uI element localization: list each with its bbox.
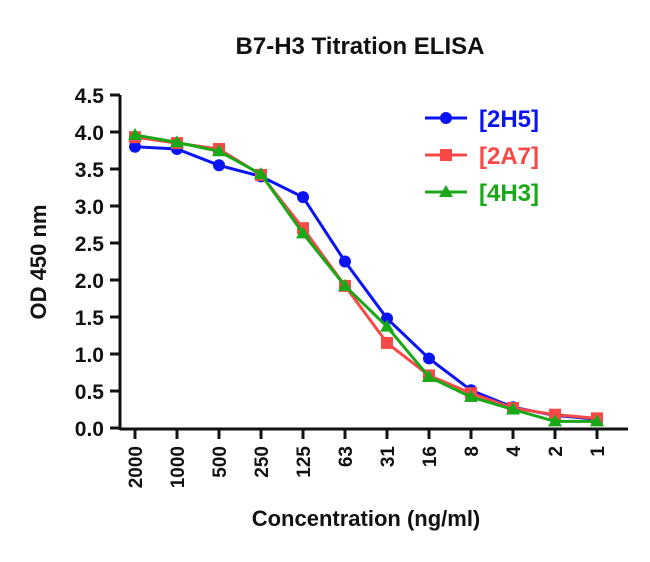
x-tick-label: 2 [546,446,567,457]
data-point [506,402,520,415]
x-tick-label: 8 [462,446,483,457]
y-tick-label: 4.0 [75,122,104,145]
x-tick-label: 1000 [168,446,189,488]
y-tick-label: 3.0 [75,196,104,219]
data-point [381,336,393,349]
y-tick-label: 0.0 [75,418,104,441]
legend-item: [4H3] [425,180,539,207]
legend-marker [440,149,452,161]
data-point [548,414,562,427]
data-point [423,352,435,365]
data-point [338,278,352,291]
x-tick-label: 31 [378,446,399,468]
chart-title: B7-H3 Titration ELISA [236,33,485,60]
x-tick-label: 16 [420,446,441,467]
legend-marker [439,185,453,197]
y-tick-label: 2.5 [75,233,105,256]
legend-label: [2H5] [479,106,539,133]
x-tick-label: 500 [210,446,231,478]
y-tick-label: 1.5 [75,307,105,330]
data-point [129,140,141,153]
x-tick-label: 250 [252,446,273,478]
legend-item: [2A7] [425,143,539,170]
series-4H3 [128,127,604,427]
data-point [170,135,184,148]
data-point [213,159,225,172]
x-tick-label: 125 [294,446,315,478]
x-tick-label: 63 [336,446,357,467]
legend-marker [440,112,452,124]
data-point [380,319,394,332]
data-point [212,144,226,157]
series-group [128,127,604,427]
data-point [422,369,436,382]
data-point [381,312,393,325]
x-tick-label: 2000 [126,446,147,488]
legend-label: [2A7] [479,143,539,170]
x-tick-label: 4 [504,446,525,457]
legend: [2H5] [2A7] [4H3] [425,106,539,207]
series-line [134,135,598,420]
y-tick-label: 3.5 [75,159,105,182]
y-tick-label: 1.0 [75,344,104,367]
legend-item: [2H5] [425,106,539,133]
data-point [254,167,268,180]
series-2A7 [129,131,603,425]
y-tick-label: 2.0 [75,270,104,293]
data-point [296,226,310,239]
y-axis-label: OD 450 nm [26,205,51,320]
data-point [297,191,309,204]
data-point [590,414,604,427]
axes: 0.0 0.5 1.0 1.5 2.0 2.5 3.0 3.5 4.0 4.5 2000 1000 50… [75,85,628,488]
data-point [128,127,142,140]
y-tick-label: 0.5 [75,381,105,404]
data-point [464,389,478,402]
legend-label: [4H3] [479,180,539,207]
x-axis-label: Concentration (ng/ml) [252,506,481,531]
x-tick-label: 1 [588,446,609,457]
series-line [134,133,597,423]
y-tick-label: 4.5 [75,85,105,108]
data-point [339,255,351,268]
